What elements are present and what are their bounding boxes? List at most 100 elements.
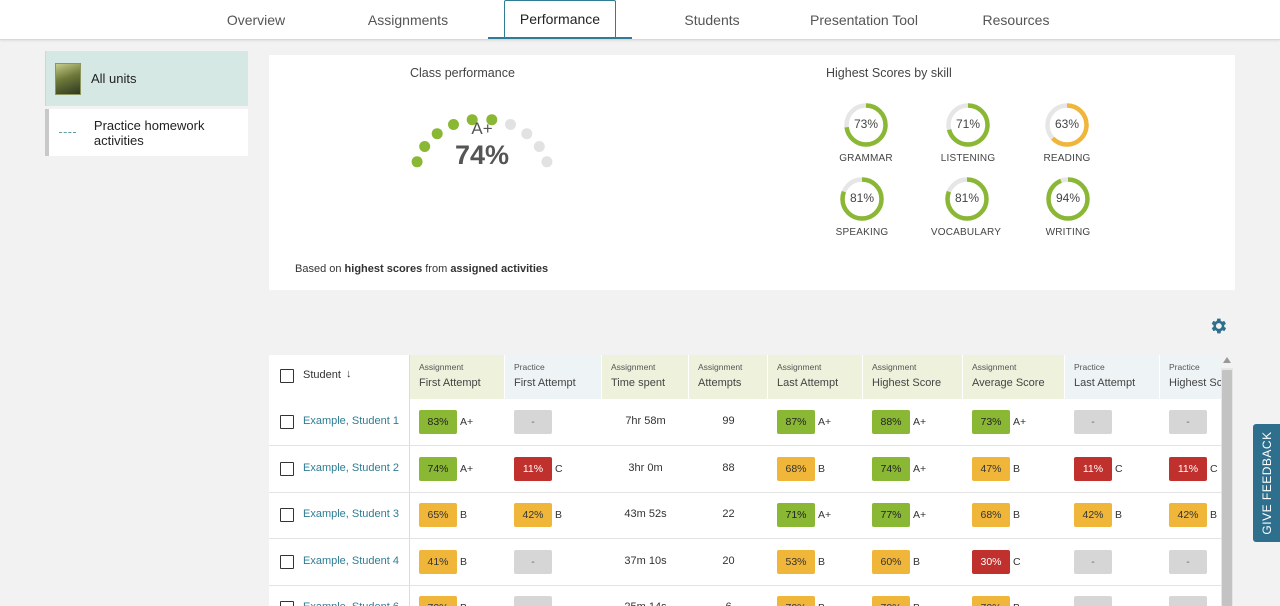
score-chip[interactable] bbox=[514, 596, 552, 606]
score-chip[interactable]: 53% bbox=[777, 549, 815, 574]
score-chip[interactable]: 87% bbox=[777, 410, 815, 435]
score-chip[interactable]: 70% bbox=[972, 596, 1010, 606]
student-name-link[interactable]: Example, Student 3 bbox=[303, 508, 400, 521]
column-header-2[interactable]: Assignment Time spent bbox=[602, 355, 688, 399]
tab-resources[interactable]: Resources bbox=[982, 11, 1050, 28]
dashed-line-icon bbox=[59, 132, 76, 133]
tab-assignments[interactable]: Assignments bbox=[367, 11, 449, 28]
table-cell-text: 7hr 58m bbox=[625, 415, 666, 428]
grade-letter: B bbox=[818, 462, 826, 475]
row-checkbox[interactable] bbox=[280, 461, 294, 476]
gauge-dot-filled bbox=[486, 114, 498, 126]
score-chip[interactable]: 77% bbox=[872, 503, 910, 528]
grammar-percent: 73% bbox=[853, 117, 879, 131]
column-header-5[interactable]: Assignment Highest Score bbox=[863, 355, 962, 399]
row-checkbox[interactable] bbox=[280, 415, 294, 430]
score-chip[interactable]: 70% bbox=[419, 596, 457, 606]
row-checkbox[interactable] bbox=[280, 601, 294, 606]
give-feedback-button[interactable]: GIVE FEEDBACK bbox=[1253, 424, 1280, 542]
gauge-dot-filled bbox=[411, 156, 423, 168]
score-chip[interactable]: 42% bbox=[1074, 503, 1112, 528]
score-chip[interactable]: 65% bbox=[419, 503, 457, 528]
sidebar-item-label: All units bbox=[91, 71, 137, 86]
score-chip[interactable]: - bbox=[514, 410, 552, 435]
writing-ring bbox=[1046, 177, 1090, 221]
score-chip[interactable]: 41% bbox=[419, 549, 457, 574]
student-name-link[interactable]: Example, Student 1 bbox=[303, 415, 400, 428]
score-chip[interactable]: 11% bbox=[514, 456, 552, 481]
score-chip[interactable]: - bbox=[514, 549, 552, 574]
score-chip[interactable]: 71% bbox=[777, 503, 815, 528]
score-chip[interactable]: 73% bbox=[972, 410, 1010, 435]
column-header-1[interactable]: Practice First Attempt bbox=[505, 355, 601, 399]
sidebar-item-all-units[interactable]: All units bbox=[45, 51, 248, 106]
performance-panel bbox=[269, 55, 1235, 290]
select-all-checkbox[interactable] bbox=[280, 369, 294, 383]
column-header-0[interactable]: Assignment First Attempt bbox=[410, 355, 504, 399]
student-column-header[interactable]: Student ↓ bbox=[269, 355, 409, 399]
column-header-3[interactable]: Assignment Attempts bbox=[689, 355, 767, 399]
score-chip[interactable]: 42% bbox=[1169, 503, 1207, 528]
reading-percent: 63% bbox=[1054, 117, 1080, 131]
score-chip[interactable]: 11% bbox=[1169, 456, 1207, 481]
score-chip[interactable]: 60% bbox=[872, 549, 910, 574]
table-cell-text: 99 bbox=[722, 415, 735, 428]
column-header-8[interactable]: Practice Highest Score bbox=[1160, 355, 1221, 399]
speaking-percent: 81% bbox=[849, 191, 875, 205]
table-cell-text: 37m 10s bbox=[624, 554, 667, 567]
row-checkbox[interactable] bbox=[280, 508, 294, 523]
column-header-category: Practice bbox=[1074, 362, 1105, 372]
score-chip[interactable]: 68% bbox=[777, 456, 815, 481]
grade-letter: C bbox=[555, 462, 563, 475]
score-chip[interactable]: 70% bbox=[872, 596, 910, 606]
speaking-label: SPEAKING bbox=[835, 227, 889, 238]
score-chip[interactable] bbox=[1169, 596, 1207, 606]
score-chip[interactable]: - bbox=[1169, 549, 1207, 574]
column-header-6[interactable]: Assignment Average Score bbox=[963, 355, 1064, 399]
grade-letter: A+ bbox=[913, 509, 927, 522]
row-checkbox[interactable] bbox=[280, 554, 294, 569]
sort-down-icon[interactable]: ↓ bbox=[346, 368, 352, 380]
class-grade: A+ bbox=[471, 119, 493, 138]
score-chip[interactable]: - bbox=[1074, 549, 1112, 574]
score-chip[interactable] bbox=[1074, 596, 1112, 606]
column-header-4[interactable]: Assignment Last Attempt bbox=[768, 355, 862, 399]
tab-students[interactable]: Students bbox=[684, 11, 740, 28]
tab-overview[interactable]: Overview bbox=[226, 11, 286, 28]
student-name-link[interactable]: Example, Student 2 bbox=[303, 461, 400, 474]
score-chip[interactable]: 68% bbox=[972, 503, 1010, 528]
grade-letter: B bbox=[818, 555, 826, 568]
vocabulary-percent: 81% bbox=[954, 191, 980, 205]
table-scrollbar-thumb[interactable] bbox=[1222, 370, 1232, 606]
reading-label: READING bbox=[1043, 153, 1091, 164]
grade-letter: A+ bbox=[460, 416, 474, 429]
column-header-label: Last Attempt bbox=[777, 377, 839, 389]
score-chip[interactable]: 74% bbox=[419, 456, 457, 481]
skills-title: Highest Scores by skill bbox=[826, 66, 952, 80]
score-chip[interactable]: 83% bbox=[419, 410, 457, 435]
score-chip[interactable]: - bbox=[1169, 410, 1207, 435]
tab-performance[interactable]: Performance bbox=[504, 0, 616, 37]
score-chip[interactable]: 11% bbox=[1074, 456, 1112, 481]
grammar-label: GRAMMAR bbox=[839, 153, 893, 164]
score-chip[interactable]: 42% bbox=[514, 503, 552, 528]
settings-gear-icon[interactable] bbox=[1208, 316, 1228, 336]
column-header-category: Practice bbox=[514, 362, 545, 372]
score-chip[interactable]: 74% bbox=[872, 456, 910, 481]
score-chip[interactable]: 70% bbox=[777, 596, 815, 606]
grade-letter: A+ bbox=[460, 462, 474, 475]
student-name-link[interactable]: Example, Student 6 bbox=[303, 601, 399, 606]
score-chip[interactable]: 30% bbox=[972, 549, 1010, 574]
column-header-label: Highest Score bbox=[872, 377, 942, 389]
score-chip[interactable]: 47% bbox=[972, 456, 1010, 481]
score-chip[interactable]: - bbox=[1074, 410, 1112, 435]
scroll-up-arrow-icon[interactable] bbox=[1223, 357, 1231, 363]
column-header-7[interactable]: Practice Last Attempt bbox=[1065, 355, 1159, 399]
score-chip[interactable]: 88% bbox=[872, 410, 910, 435]
grade-letter: B bbox=[1013, 509, 1021, 522]
column-header-label: Highest Score bbox=[1169, 377, 1221, 389]
student-name-link[interactable]: Example, Student 4 bbox=[303, 554, 400, 567]
gauge-dot-empty bbox=[505, 119, 516, 130]
sidebar-item-practice-homework[interactable]: Practice homework activities bbox=[45, 109, 248, 156]
tab-presentation-tool[interactable]: Presentation Tool bbox=[810, 11, 918, 28]
